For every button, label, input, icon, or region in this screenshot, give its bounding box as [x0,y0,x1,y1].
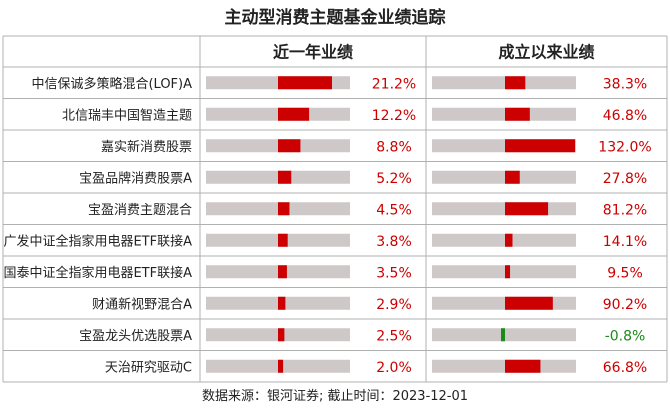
since-inception-value: 27.8% [603,171,647,187]
one-year-bar [278,107,310,121]
one-year-bar [278,328,285,342]
since-inception-track [432,233,576,247]
fund-name: 天治研究驱动C [105,360,192,375]
since-inception-bar [501,328,505,342]
since-inception-bar [505,170,520,184]
since-inception-value: 14.1% [603,234,647,250]
since-inception-bar [505,233,513,247]
since-inception-value: 9.5% [607,265,643,281]
since-inception-track [432,202,576,216]
one-year-value: 4.5% [376,202,412,218]
since-inception-value: 132.0% [598,139,651,155]
since-inception-value: 66.8% [603,360,647,376]
fund-name: 广发中证全指家用电器ETF联接A [3,233,192,249]
since-inception-value: 38.3% [603,76,647,92]
since-inception-track [432,107,576,121]
since-inception-value: 46.8% [603,108,647,124]
one-year-bar [278,265,287,279]
one-year-value: 5.2% [376,171,412,187]
fund-name: 嘉实新消费股票 [101,139,192,155]
fund-name: 北信瑞丰中国智造主题 [62,108,192,123]
fund-name: 中信保诚多策略混合(LOF)A [31,76,192,92]
one-year-bar [278,233,288,247]
since-inception-track [432,296,576,310]
data-source-footer: 数据来源：银河证券; 截止时间：2023-12-01 [201,389,469,404]
one-year-value: 12.2% [372,108,416,124]
one-year-value: 8.8% [376,139,412,155]
since-inception-track [432,170,576,184]
chart-title: 主动型消费主题基金业绩追踪 [224,8,446,28]
since-inception-bar [505,107,530,121]
fund-name: 财通新视野混合A [92,296,192,312]
since-inception-bar [505,296,553,310]
fund-name: 宝盈龙头优选股票A [79,329,192,344]
one-year-value: 3.8% [376,234,412,250]
since-inception-bar [505,202,549,216]
since-inception-track [432,265,576,279]
one-year-bar [278,139,301,153]
one-year-bar [278,202,290,216]
since-inception-bar [505,265,511,279]
one-year-bar [278,170,292,184]
since-inception-bar [505,76,526,90]
since-inception-track [432,76,576,90]
fund-name: 宝盈品牌消费股票A [79,170,192,186]
one-year-value: 2.9% [376,297,412,313]
one-year-bar [278,359,284,373]
one-year-value: 21.2% [372,76,416,92]
since-inception-value: -0.8% [605,328,646,344]
one-year-value: 3.5% [376,265,412,281]
since-inception-bar [505,139,575,153]
one-year-value: 2.5% [376,328,412,344]
column-header-since-inception: 成立以来业绩 [498,43,594,62]
fund-name: 国泰中证全指家用电器ETF联接A [3,265,192,281]
since-inception-bar [505,359,541,373]
fund-name: 宝盈消费主题混合 [88,203,192,218]
since-inception-value: 81.2% [603,202,647,218]
column-header-one-year: 近一年业绩 [273,43,353,62]
since-inception-track [432,359,576,373]
one-year-bar [278,76,332,90]
one-year-bar [278,296,286,310]
since-inception-value: 90.2% [603,297,647,313]
one-year-value: 2.0% [376,360,412,376]
